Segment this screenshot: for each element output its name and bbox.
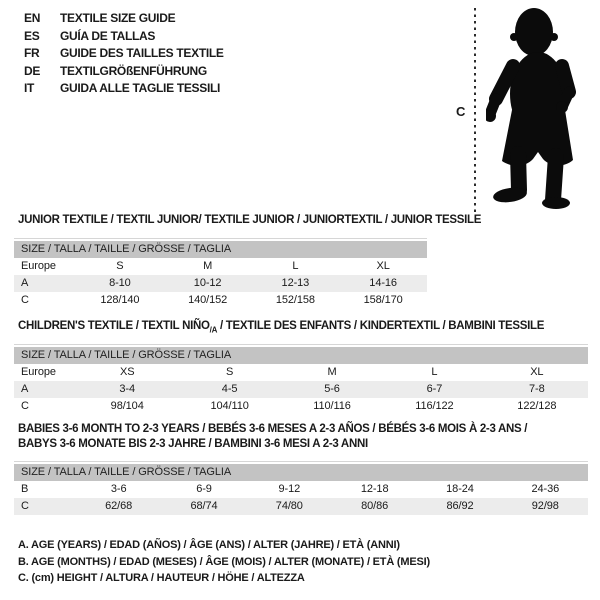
row-label: A (21, 277, 29, 289)
cell: S (116, 260, 124, 272)
cell: 14-16 (369, 277, 397, 289)
cell: 152/158 (275, 294, 315, 306)
table-top-rule (14, 344, 588, 347)
cell: S (225, 366, 234, 378)
cell: XS (119, 366, 135, 378)
table-row-c: C 98/104 104/110 110/116 116/122 122/128 (14, 398, 588, 415)
height-dotted-line-icon (474, 8, 476, 212)
size-header-row: SIZE / TALLA / TAILLE / GRÖSSE / TAGLIA (14, 241, 427, 258)
language-code: IT (24, 81, 35, 95)
table-row-europe: Europe XS S M L XL (14, 364, 588, 381)
cell: L (431, 366, 438, 378)
height-figure: C (450, 4, 600, 216)
cell: 86/92 (446, 500, 474, 512)
cell: 7-8 (529, 383, 545, 395)
cell: 98/104 (110, 400, 144, 412)
cell: 9-12 (278, 483, 301, 495)
row-label: C (21, 294, 29, 306)
junior-table: SIZE / TALLA / TAILLE / GRÖSSE / TAGLIA … (14, 238, 427, 309)
babies-title-line2: BABYS 3-6 MONATE BIS 2-3 JAHRE / BAMBINI… (18, 438, 368, 450)
cell: 74/80 (275, 500, 303, 512)
language-row-it: IT GUIDA ALLE TAGLIE TESSILI (24, 80, 224, 98)
cell: M (327, 366, 337, 378)
legend-line-b: B. AGE (MONTHS) / EDAD (MESES) / ÂGE (MO… (18, 555, 430, 568)
language-code: ES (24, 28, 40, 43)
children-title-post: / TEXTILE DES ENFANTS / KINDERTEXTIL / B… (217, 320, 545, 332)
babies-title-line1: BABIES 3-6 MONTH TO 2-3 YEARS / BEBÉS 3-… (18, 423, 528, 435)
cell: 80/86 (361, 500, 389, 512)
row-label: Europe (21, 366, 56, 378)
language-code: FR (24, 46, 40, 60)
row-label: B (21, 483, 29, 495)
language-code: DE (24, 63, 41, 78)
cell: 18-24 (446, 483, 474, 495)
legend-line-a: A. AGE (YEARS) / EDAD (AÑOS) / ÂGE (ANS)… (18, 539, 400, 551)
language-title: TEXTILE SIZE GUIDE (60, 11, 176, 25)
table-top-rule (14, 461, 588, 464)
children-title-sub: /A (209, 325, 218, 335)
size-header-row: SIZE / TALLA / TAILLE / GRÖSSE / TAGLIA (14, 464, 588, 481)
language-row-en: EN TEXTILE SIZE GUIDE (24, 10, 224, 28)
size-header-row: SIZE / TALLA / TAILLE / GRÖSSE / TAGLIA (14, 347, 588, 364)
language-row-es: ES GUÍA DE TALLAS (24, 28, 224, 46)
table-row-c: C 62/68 68/74 74/80 80/86 86/92 92/98 (14, 498, 588, 515)
table-top-rule (14, 238, 427, 241)
row-label: C (21, 500, 29, 512)
legend-line-c: C. (cm) HEIGHT / ALTURA / HAUTEUR / HÖHE… (18, 572, 305, 584)
height-measure-label: C (456, 104, 466, 119)
cell: 3-6 (110, 483, 127, 495)
children-table-title: CHILDREN'S TEXTILE / TEXTIL NIÑO/A / TEX… (18, 319, 544, 337)
table-row-c: C 128/140 140/152 152/158 158/170 (14, 292, 427, 309)
cell: 5-6 (324, 383, 340, 395)
cell: 3-4 (119, 383, 135, 395)
table-row-a: A 3-4 4-5 5-6 6-7 7-8 (14, 381, 588, 398)
cell: 6-9 (196, 483, 212, 495)
language-title: TEXTILGRÖßENFÜHRUNG (60, 63, 207, 78)
language-row-de: DE TEXTILGRÖßENFÜHRUNG (24, 63, 224, 81)
cell: 12-13 (281, 277, 310, 289)
babies-table-title: BABIES 3-6 MONTH TO 2-3 YEARS / BEBÉS 3-… (18, 422, 528, 452)
language-title: GUÍA DE TALLAS (60, 28, 156, 43)
language-title: GUIDE DES TAILLES TEXTILE (60, 46, 224, 60)
row-label: A (21, 383, 29, 395)
cell: 4-5 (221, 383, 238, 395)
cell: 62/68 (105, 500, 133, 512)
cell: 6-7 (426, 383, 443, 395)
cell: M (203, 260, 213, 272)
table-row-europe: Europe S M L XL (14, 258, 427, 275)
cell: 116/122 (415, 400, 454, 412)
babies-table: SIZE / TALLA / TAILLE / GRÖSSE / TAGLIA … (14, 461, 588, 515)
cell: XL (376, 260, 390, 272)
children-title-pre: CHILDREN'S TEXTILE / TEXTIL NIÑO (18, 320, 210, 332)
cell: 128/140 (100, 294, 140, 306)
cell: 24-36 (531, 483, 560, 495)
measure-legend: A. AGE (YEARS) / EDAD (AÑOS) / ÂGE (ANS)… (18, 537, 430, 587)
cell: 12-18 (360, 483, 389, 495)
children-table: SIZE / TALLA / TAILLE / GRÖSSE / TAGLIA … (14, 344, 588, 415)
language-list: EN TEXTILE SIZE GUIDE ES GUÍA DE TALLAS … (24, 10, 224, 98)
language-code: EN (24, 11, 41, 25)
cell: 68/74 (190, 500, 218, 512)
row-label: Europe (21, 260, 56, 272)
table-row-b: B 3-6 6-9 9-12 12-18 18-24 24-36 (14, 481, 588, 498)
row-label: C (21, 400, 29, 412)
language-row-fr: FR GUIDE DES TAILLES TEXTILE (24, 45, 224, 63)
cell: 92/98 (531, 500, 559, 512)
cell: L (292, 260, 299, 272)
cell: 104/110 (210, 400, 249, 412)
toddler-silhouette-icon (486, 8, 576, 209)
cell: 110/116 (313, 400, 351, 412)
cell: 8-10 (109, 277, 131, 289)
cell: 10-12 (193, 277, 222, 289)
table-row-a: A 8-10 10-12 12-13 14-16 (14, 275, 427, 292)
cell: 122/128 (517, 400, 557, 412)
junior-table-title: JUNIOR TEXTILE / TEXTIL JUNIOR/ TEXTILE … (18, 214, 482, 226)
language-title: GUIDA ALLE TAGLIE TESSILI (60, 81, 221, 95)
cell: 140/152 (188, 294, 228, 306)
cell: XL (530, 366, 544, 378)
cell: 158/170 (363, 294, 403, 306)
